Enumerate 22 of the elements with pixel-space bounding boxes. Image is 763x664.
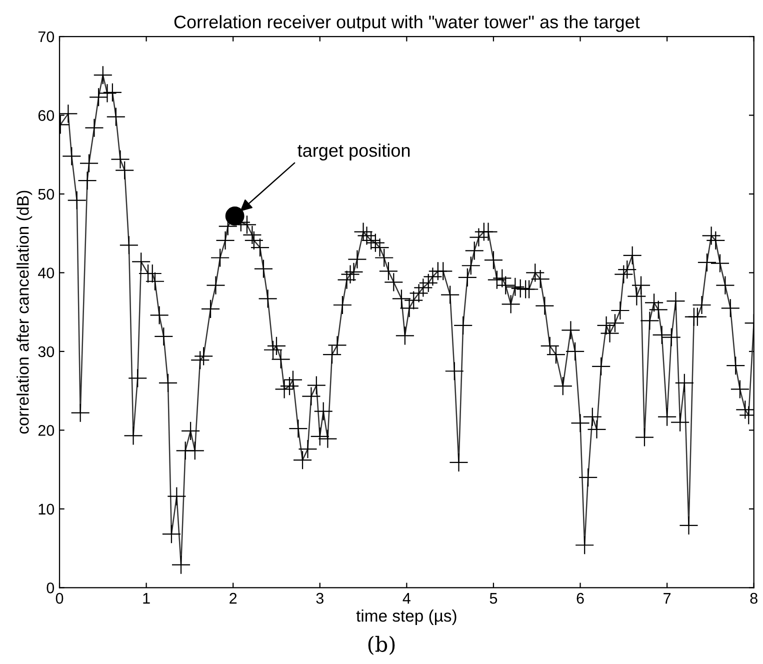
chart-title: Correlation receiver output with "water tower" as the target (174, 15, 640, 32)
y-tick-label: 70 (38, 31, 54, 42)
x-tick-label: 4 (402, 593, 410, 604)
x-axis-title: time step (µs) (356, 610, 456, 626)
x-tick-label: 6 (576, 592, 584, 604)
y-tick-label: 60 (38, 110, 54, 121)
x-tick-label: 2 (230, 592, 237, 604)
x-tick-label: 3 (316, 592, 324, 604)
x-tick-label: 8 (750, 592, 758, 604)
y-tick-label: 20 (38, 425, 54, 436)
x-tick-label: 7 (664, 593, 671, 604)
y-tick-label: 10 (38, 504, 54, 515)
x-tick-label: 0 (56, 592, 64, 604)
x-tick-label: 5 (490, 593, 498, 604)
y-tick-label: 40 (38, 268, 54, 278)
y-axis-title: correlation after cancellation (dB) (16, 190, 32, 434)
x-tick-label: 1 (143, 593, 150, 604)
y-tick-label: 50 (38, 188, 54, 200)
y-tick-label: 30 (38, 346, 54, 358)
y-tick-label: 0 (46, 582, 54, 594)
text: (b) (368, 636, 395, 655)
annotation: target position (298, 144, 410, 160)
